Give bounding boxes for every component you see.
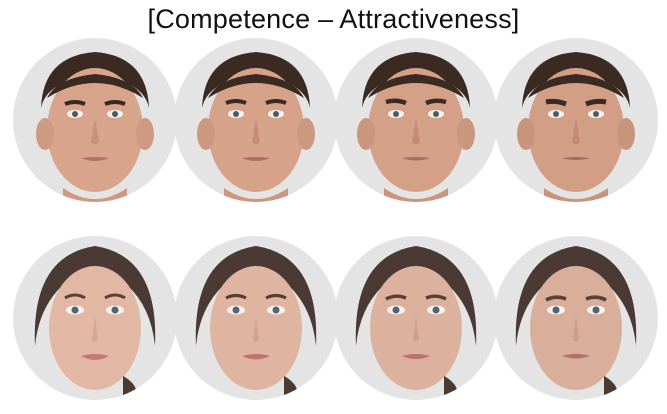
female-face-image-1 — [13, 236, 177, 400]
male-face-illustration — [334, 38, 498, 202]
male-face-image-1 — [13, 38, 177, 202]
female-face-row — [0, 236, 667, 406]
female-face-illustration — [334, 236, 498, 400]
male-face-illustration — [494, 38, 658, 202]
female-face-illustration — [174, 236, 338, 400]
male-face-illustration — [174, 38, 338, 202]
male-face-illustration — [13, 38, 177, 202]
male-face-image-4 — [494, 38, 658, 202]
female-face-image-3 — [334, 236, 498, 400]
male-face-row: -25.00% -8.33% 8.33% 25.00% — [0, 38, 667, 269]
figure-title: [Competence – Attractiveness] — [147, 4, 520, 34]
female-face-image-2 — [174, 236, 338, 400]
female-face-illustration — [494, 236, 658, 400]
male-face-image-3 — [334, 38, 498, 202]
male-face-image-2 — [174, 38, 338, 202]
female-face-illustration — [13, 236, 177, 400]
female-face-image-4 — [494, 236, 658, 400]
